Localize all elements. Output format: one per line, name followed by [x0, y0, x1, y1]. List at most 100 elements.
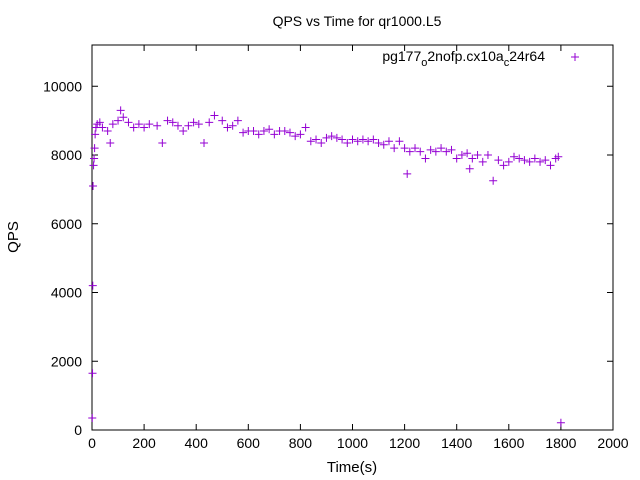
- y-tick-label: 8000: [51, 147, 82, 163]
- data-point: [546, 161, 555, 170]
- data-point: [205, 118, 214, 127]
- data-point: [124, 118, 133, 127]
- x-axis-label: Time(s): [327, 459, 377, 476]
- data-point: [465, 164, 474, 173]
- data-point: [254, 130, 263, 139]
- x-tick-label: 2000: [597, 435, 628, 451]
- data-point: [463, 149, 472, 158]
- data-point: [210, 111, 219, 120]
- data-point: [556, 418, 565, 427]
- y-axis-label: QPS: [5, 221, 22, 253]
- data-point: [296, 130, 305, 139]
- data-point: [374, 138, 383, 147]
- data-point: [536, 157, 545, 166]
- x-tick-label: 800: [289, 435, 313, 451]
- data-point: [416, 147, 425, 156]
- x-tick-label: 1600: [493, 435, 524, 451]
- data-point: [108, 120, 117, 129]
- data-point: [510, 152, 519, 161]
- data-point: [473, 151, 482, 159]
- data-point: [98, 123, 107, 132]
- data-point: [239, 128, 248, 137]
- data-point: [140, 123, 149, 132]
- legend-marker-plus: [571, 53, 579, 61]
- legend-marker: [571, 53, 579, 61]
- data-point: [541, 156, 550, 165]
- data-point: [129, 123, 138, 132]
- data-point: [145, 120, 154, 129]
- y-tick-label: 2000: [51, 353, 82, 369]
- x-axis: 0 200 400 600 800 1000 1200 1400 1600 1800 2000: [88, 45, 629, 451]
- data-point: [317, 138, 326, 147]
- data-point: [515, 154, 524, 163]
- data-point: [116, 106, 125, 115]
- legend-label-base: pg177: [382, 48, 421, 64]
- y-tick-label: 4000: [51, 285, 82, 301]
- legend-label-sub2: c: [504, 57, 510, 69]
- x-tick-label: 1000: [337, 435, 368, 451]
- data-point: [442, 147, 451, 156]
- data-point: [447, 145, 456, 154]
- legend-label: pg177o2nofp.cx10ac24r64: [382, 48, 545, 69]
- chart-title: QPS vs Time for qr1000.L5: [273, 13, 442, 29]
- data-point: [301, 123, 310, 132]
- data-point: [400, 144, 409, 153]
- x-tick-label: 600: [237, 435, 261, 451]
- data-point: [457, 151, 466, 159]
- data-point: [233, 116, 242, 125]
- data-point: [106, 138, 115, 147]
- data-point: [364, 137, 373, 146]
- data-point: [405, 147, 414, 156]
- data-point: [348, 135, 357, 144]
- data-point: [291, 132, 300, 141]
- data-point: [343, 138, 352, 147]
- x-tick-label: 200: [132, 435, 156, 451]
- data-point: [379, 140, 388, 149]
- data-point: [489, 176, 498, 185]
- data-point: [173, 121, 182, 130]
- data-point: [525, 157, 534, 166]
- data-point: [280, 126, 289, 135]
- x-tick-label: 0: [88, 435, 96, 451]
- data-point: [554, 152, 563, 161]
- data-point: [119, 113, 128, 122]
- data-point: [322, 133, 331, 142]
- x-tick-label: 1800: [545, 435, 576, 451]
- data-point: [134, 120, 143, 129]
- data-point: [395, 137, 404, 146]
- x-tick-label: 400: [185, 435, 209, 451]
- legend: pg177o2nofp.cx10ac24r64: [382, 48, 579, 69]
- data-point: [88, 369, 97, 378]
- data-point: [530, 154, 539, 163]
- data-point: [90, 154, 99, 163]
- data-point: [158, 138, 167, 147]
- data-point: [285, 128, 294, 137]
- data-point: [468, 154, 477, 163]
- data-point: [390, 144, 399, 153]
- data-point: [168, 118, 177, 127]
- data-point: [91, 130, 100, 139]
- data-point: [89, 181, 98, 190]
- series-points: [88, 106, 565, 427]
- data-point: [265, 125, 274, 134]
- data-point: [259, 126, 268, 135]
- data-point: [270, 130, 279, 139]
- data-point: [228, 121, 237, 130]
- data-point: [483, 151, 492, 159]
- data-point: [88, 281, 97, 290]
- data-point: [403, 169, 412, 178]
- data-point: [179, 126, 188, 135]
- data-point: [431, 147, 440, 156]
- data-point: [411, 144, 420, 153]
- data-point: [369, 135, 378, 144]
- data-point: [200, 138, 209, 147]
- data-point: [452, 154, 461, 163]
- data-point: [312, 135, 321, 144]
- data-point: [88, 413, 97, 422]
- data-point: [223, 123, 232, 132]
- data-point: [189, 118, 198, 127]
- x-tick-label: 1400: [441, 435, 472, 451]
- data-point: [332, 133, 341, 142]
- data-point: [504, 157, 513, 166]
- data-point: [163, 116, 172, 125]
